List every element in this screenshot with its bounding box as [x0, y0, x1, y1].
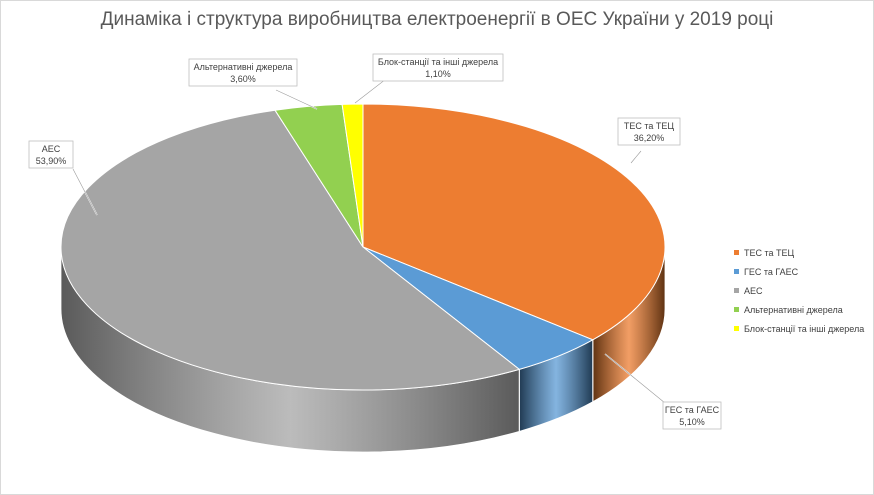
- legend-swatch: [734, 307, 739, 312]
- data-label-box: [188, 58, 298, 87]
- legend-label: Альтернативні джерела: [744, 304, 843, 315]
- legend-label: ГЕС та ГАЕС: [744, 266, 799, 277]
- legend-item-тес-та-тец: ТЕС та ТЕЦ: [734, 243, 864, 262]
- legend-label: АЕС: [744, 285, 763, 296]
- slice-блок-станції-та-інші-джерела: [341, 103, 364, 248]
- data-label-category: АЕС: [42, 144, 61, 154]
- data-label-value: 36,20%: [634, 133, 665, 143]
- data-label-value: 3,60%: [230, 74, 256, 84]
- data-label-category: ТЕС та ТЕЦ: [624, 121, 675, 131]
- leader-line-shadow: [604, 353, 666, 404]
- data-label-value: 53,90%: [36, 156, 67, 166]
- legend-label: Блок-станції та інші джерела: [744, 323, 865, 334]
- data-label-category: Блок-станції та інші джерела: [378, 57, 498, 67]
- legend-item-гес-та-гаес: ГЕС та ГАЕС: [734, 262, 864, 281]
- legend: ТЕС та ТЕЦ ГЕС та ГАЕС АЕС Альтернативні дж…: [734, 243, 864, 338]
- slice-тес-та-тец: [362, 103, 666, 341]
- data-label-box: [617, 117, 681, 146]
- data-label-box: [662, 401, 722, 430]
- leader-line-shadow: [630, 150, 642, 164]
- legend-label: ТЕС та ТЕЦ: [744, 247, 795, 258]
- data-label-box: [28, 140, 74, 169]
- data-label-category: ГЕС та ГАЕС: [665, 405, 720, 415]
- chart-title: Динаміка і структура виробництва електро…: [100, 9, 774, 30]
- legend-swatch: [734, 326, 739, 331]
- legend-swatch: [734, 269, 739, 274]
- legend-item-аес: АЕС: [734, 281, 864, 300]
- legend-swatch: [734, 250, 739, 255]
- legend-item-альтернативні-джерела: Альтернативні джерела: [734, 300, 864, 319]
- leader-line-shadow: [354, 78, 387, 104]
- leader-line-shadow: [72, 168, 98, 216]
- leader-line-shadow: [275, 89, 318, 110]
- slice-аес: [60, 109, 521, 391]
- data-label-category: Альтернативні джерела: [194, 62, 293, 72]
- legend-item-блок-станції-та-інші-джерела: Блок-станції та інші джерела: [734, 319, 864, 338]
- legend-swatch: [734, 288, 739, 293]
- data-label-box: [372, 53, 504, 82]
- data-label-value: 5,10%: [679, 417, 705, 427]
- data-label-value: 1,10%: [425, 69, 451, 79]
